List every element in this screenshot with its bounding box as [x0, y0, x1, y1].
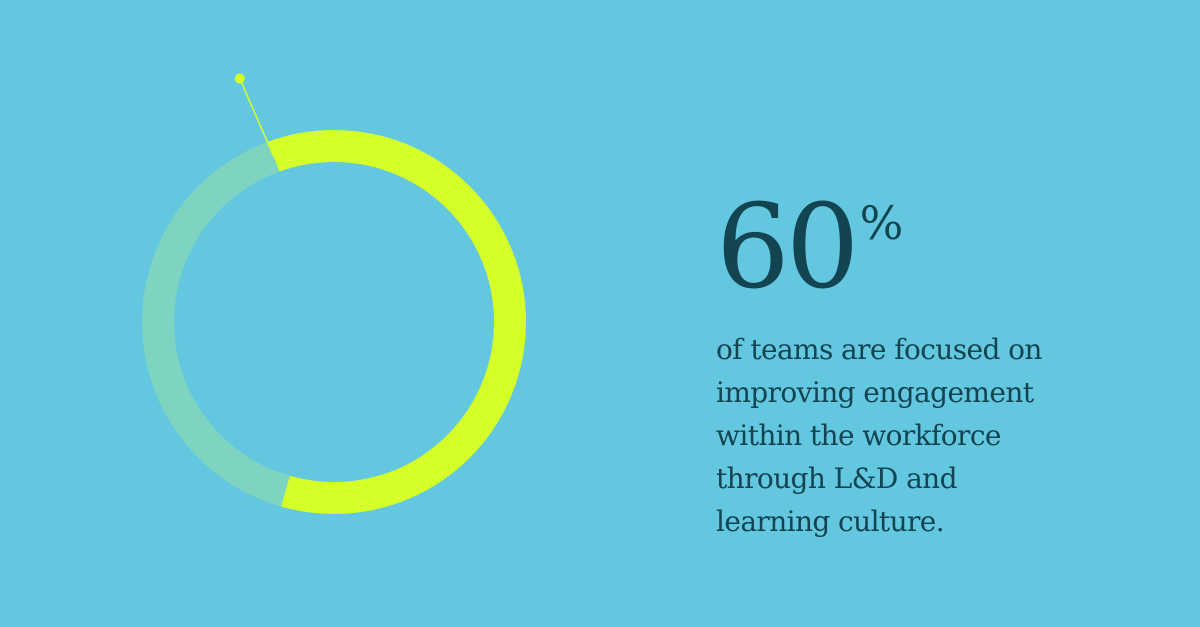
donut-segment-primary [268, 130, 526, 514]
leader-dot [234, 73, 245, 84]
caption-line-4: through L&D and [716, 462, 958, 495]
big-percentage: 60 % [716, 178, 1176, 318]
caption-line-5: learning culture. [716, 505, 945, 538]
caption-line-1: of teams are focused on [716, 333, 1042, 366]
donut-chart [142, 73, 526, 514]
caption-line-3: within the workforce [716, 419, 1001, 452]
stat-caption: of teams are focused on improving engage… [716, 328, 1176, 543]
stat-block: 60 % of teams are focused on improving e… [716, 178, 1176, 543]
leader-line [239, 78, 275, 157]
caption-line-2: improving engagement [716, 376, 1034, 409]
percent-sign: % [859, 196, 904, 250]
donut-segments [142, 73, 526, 514]
percentage-value: 60 [716, 180, 860, 315]
donut-segment-remainder [142, 141, 290, 507]
